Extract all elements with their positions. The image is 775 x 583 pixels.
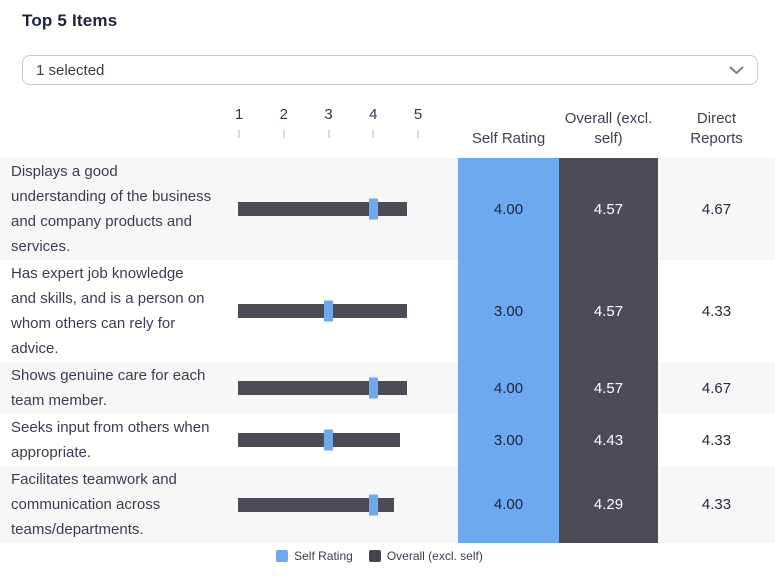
scale-label: 2 xyxy=(279,106,288,123)
overall-bar xyxy=(238,497,395,512)
item-bar-chart xyxy=(230,158,458,260)
legend-label: Self Rating xyxy=(294,549,353,563)
scale-label: 4 xyxy=(369,106,378,123)
self-rating-marker xyxy=(368,494,378,515)
item-label: Seeks input from others when appropriate… xyxy=(11,419,210,461)
column-header-self-rating: Self Rating xyxy=(471,130,546,147)
column-header-direct-reports: Direct Reports xyxy=(690,110,743,147)
self-rating-value: 3.00 xyxy=(458,414,559,466)
item-label: Shows genuine care for each team member. xyxy=(11,367,206,409)
self-rating-marker xyxy=(368,198,378,220)
scale-label: 3 xyxy=(324,106,333,123)
item-label: Displays a good understanding of the bus… xyxy=(11,163,212,255)
self-rating-marker xyxy=(324,429,333,451)
rating-scale-axis: 1 2 3 4 5 xyxy=(230,100,458,158)
scale-tick xyxy=(282,130,285,138)
overall-value: 4.43 xyxy=(559,414,658,466)
legend-item: Overall (excl. self) xyxy=(368,549,483,563)
scale-tick xyxy=(372,130,375,138)
self-rating-value: 4.00 xyxy=(458,362,559,414)
overall-value: 4.57 xyxy=(559,362,658,414)
label-column-header xyxy=(0,100,230,158)
item-label-cell: Has expert job knowledge and skills, and… xyxy=(0,260,230,362)
column-header-overall: Overall (excl. self) xyxy=(564,110,653,147)
self-rating-value: 3.00 xyxy=(458,260,559,362)
item-label: Has expert job knowledge and skills, and… xyxy=(11,265,205,357)
item-label-cell: Displays a good understanding of the bus… xyxy=(0,158,230,260)
direct-reports-value: 4.33 xyxy=(701,496,732,513)
direct-reports-value: 4.67 xyxy=(701,200,732,218)
scale-tick xyxy=(327,130,330,138)
overall-bar xyxy=(238,433,401,447)
scale-label: 5 xyxy=(413,106,423,123)
item-label: Facilitates teamwork and communication a… xyxy=(11,471,177,538)
item-label-cell: Seeks input from others when appropriate… xyxy=(0,414,230,466)
table-row: Facilitates teamwork and communication a… xyxy=(0,466,775,543)
scale-tick xyxy=(238,130,240,138)
overall-value: 4.57 xyxy=(559,158,658,260)
overall-bar xyxy=(238,202,407,216)
chevron-down-icon xyxy=(729,66,744,74)
dropdown-selected-value: 1 selected xyxy=(36,61,105,79)
item-label-cell: Facilitates teamwork and communication a… xyxy=(0,466,230,543)
overall-bar xyxy=(238,381,407,395)
table-row: Seeks input from others when appropriate… xyxy=(0,414,775,466)
scale-tick xyxy=(417,130,419,138)
chart-legend: Self Rating Overall (excl. self) xyxy=(0,549,759,563)
item-bar-chart xyxy=(230,260,458,362)
table-body: Displays a good understanding of the bus… xyxy=(0,158,775,543)
legend-swatch xyxy=(276,550,289,562)
item-bar-chart xyxy=(230,466,458,543)
direct-reports-value: 4.33 xyxy=(701,302,732,320)
self-rating-marker xyxy=(324,300,333,322)
self-rating-value: 4.00 xyxy=(458,158,559,260)
item-label-cell: Shows genuine care for each team member. xyxy=(0,362,230,414)
direct-reports-value: 4.67 xyxy=(701,379,732,397)
direct-reports-value: 4.33 xyxy=(701,431,732,449)
table-row: Shows genuine care for each team member.… xyxy=(0,362,775,414)
table-row: Has expert job knowledge and skills, and… xyxy=(0,260,775,362)
legend-item: Self Rating xyxy=(276,549,353,563)
ratings-table: 1 2 3 4 5 Self Rating Overall (excl. self) D… xyxy=(0,100,775,543)
table-header-row: 1 2 3 4 5 Self Rating Overall (excl. self) D… xyxy=(0,100,775,158)
self-rating-marker xyxy=(368,377,378,399)
page-title: Top 5 Items xyxy=(22,11,118,30)
scale-label: 1 xyxy=(234,106,244,123)
item-bar-chart xyxy=(230,414,458,466)
item-bar-chart xyxy=(230,362,458,414)
overall-value: 4.29 xyxy=(559,466,658,543)
legend-label: Overall (excl. self) xyxy=(386,549,483,563)
overall-value: 4.57 xyxy=(559,260,658,362)
self-rating-value: 4.00 xyxy=(458,466,559,543)
table-row: Displays a good understanding of the bus… xyxy=(0,158,775,260)
legend-swatch xyxy=(368,550,381,562)
items-select-dropdown[interactable]: 1 selected xyxy=(22,55,758,85)
overall-bar xyxy=(238,304,407,318)
